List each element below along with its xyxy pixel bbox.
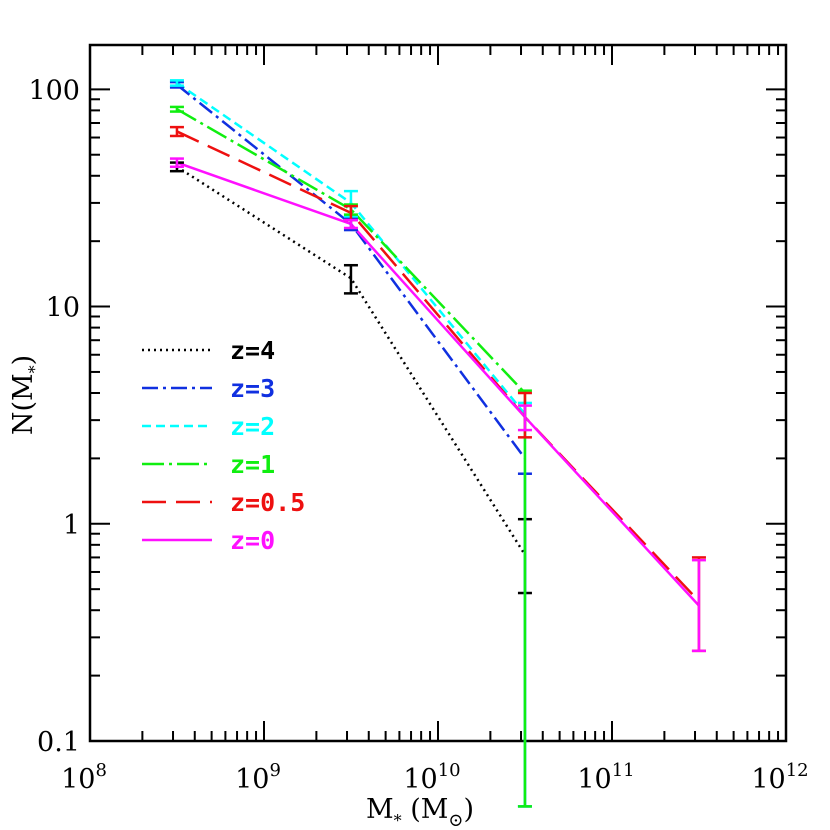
x-axis-title-sub: *	[394, 811, 402, 830]
x-tick-labels: 108 109 1010 1011 1012	[61, 760, 809, 795]
x-tick-label-exponent: 11	[612, 760, 635, 781]
x-tick-label: 108	[61, 760, 107, 795]
legend: z=4 z=3 z=2 z=1 z=0.5 z=0	[142, 336, 305, 555]
y-tick-label: 100	[28, 75, 80, 106]
x-tick-label-exponent: 8	[95, 760, 106, 781]
x-axis-title-unit-sub: ⊙	[448, 810, 463, 830]
series-line-z-1	[176, 108, 526, 394]
x-tick-label-base: 10	[61, 764, 95, 795]
legend-label-z-1: z=1	[230, 450, 275, 479]
x-tick-label: 109	[235, 760, 281, 795]
x-axis-title-main: M	[366, 794, 394, 825]
x-axis-title-unit-open: (M	[402, 794, 449, 825]
legend-label-z-3: z=3	[230, 374, 275, 403]
axis-ticks	[89, 45, 786, 742]
x-tick-label-base: 10	[235, 764, 269, 795]
x-tick-label-exponent: 9	[269, 760, 280, 781]
y-axis-title-sub: *	[25, 365, 44, 373]
y-tick-label: 10	[46, 293, 80, 324]
legend-label-z-0: z=0	[230, 526, 275, 555]
series-line-z-0	[176, 161, 700, 607]
y-axis-title-main: N(M	[8, 373, 39, 435]
legend-label-z-4: z=4	[230, 336, 275, 365]
y-axis-title: N(M*)	[8, 355, 44, 435]
y-tick-label: 1	[63, 510, 80, 541]
x-axis-title-unit-close: )	[463, 794, 474, 825]
y-tick-labels: 0.1 1 10 100	[28, 75, 80, 758]
x-tick-label-base: 10	[403, 764, 437, 795]
x-tick-label-base: 10	[751, 764, 785, 795]
y-tick-label: 0.1	[37, 727, 80, 758]
x-tick-label-base: 10	[577, 764, 611, 795]
legend-label-z-2: z=2	[230, 412, 275, 441]
x-axis-title: M* (M⊙)	[366, 794, 474, 830]
x-tick-label: 1012	[751, 760, 808, 795]
x-tick-label-exponent: 10	[438, 760, 461, 781]
y-axis-title-close: )	[8, 355, 39, 366]
x-tick-label-exponent: 12	[786, 760, 809, 781]
series-line-z-3	[176, 83, 526, 460]
plot-frame	[88, 43, 788, 743]
series-line-z-0-5	[176, 130, 700, 603]
x-tick-label: 1010	[403, 760, 460, 795]
error-bars	[169, 79, 706, 808]
x-tick-label: 1011	[577, 760, 634, 795]
legend-label-z-0-5: z=0.5	[230, 488, 305, 517]
